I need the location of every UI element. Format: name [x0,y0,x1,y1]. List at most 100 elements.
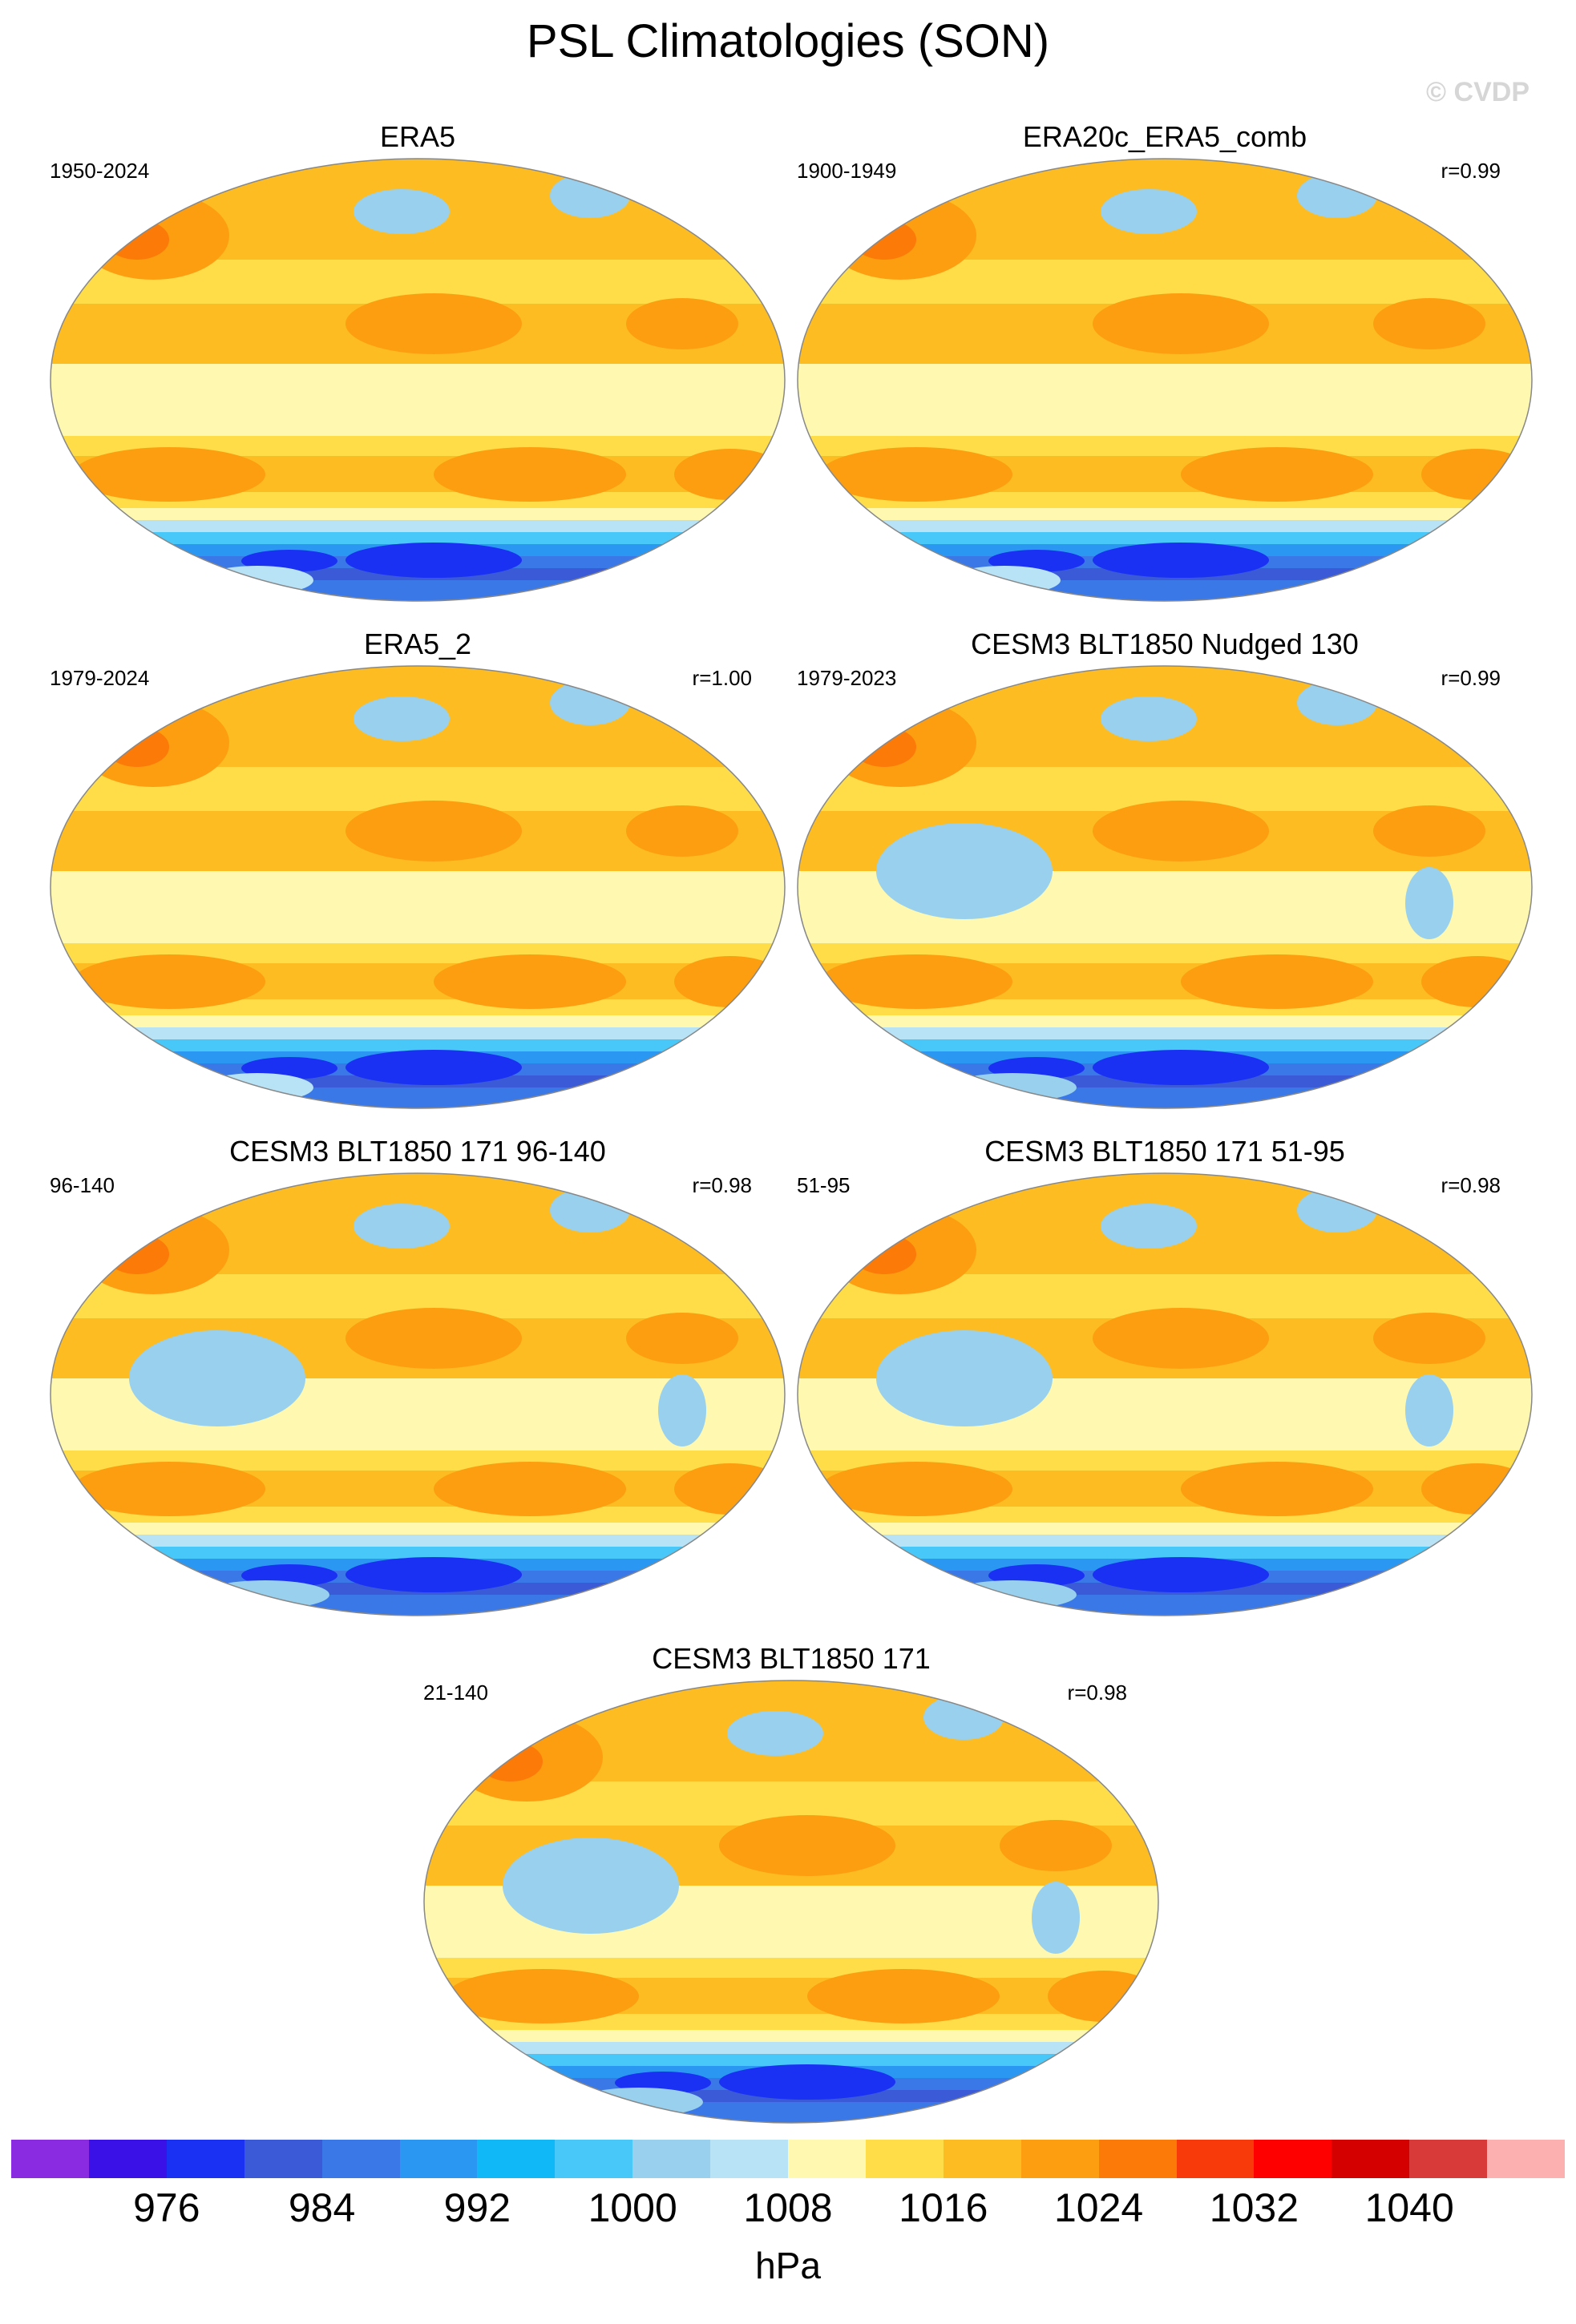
amazon-low [658,1374,706,1446]
field-band-trough-2 [51,532,785,544]
aleutian-low [1101,189,1197,234]
south-atlantic-high [1421,1463,1532,1515]
colorbar-tick-label: 1024 [1053,2185,1144,2230]
panel-correlation: r=0.98 [1441,1173,1501,1197]
watermark: © CVDP [1426,77,1530,107]
field-band-sh-pale [798,1523,1532,1535]
colorbar-swatch [1098,2140,1177,2178]
antarctic-trough-low [346,1557,522,1592]
south-pacific-high [434,954,626,1009]
field-band-trough-2 [424,2054,1158,2066]
colorbar-swatch [632,2140,711,2178]
field-band-sh-edge [51,999,785,1015]
icelandic-low [550,173,630,218]
panel-title: ERA5 [379,120,456,153]
psl-field [798,1173,1532,1616]
colorbar-tick-label: 1000 [588,2185,677,2230]
panel-period: 96-140 [50,1173,115,1197]
azores-high [1373,298,1485,349]
panel-period: 1900-1949 [797,159,897,183]
icelandic-low [1297,1188,1377,1233]
siberian-high-core [105,727,169,767]
amazon-low [1405,867,1453,939]
colorbar-swatch [88,2140,168,2178]
icelandic-low [550,680,630,725]
azores-high [626,805,738,857]
azores-high [1373,1313,1485,1364]
colorbar-swatch [244,2140,323,2178]
colorbar-swatch [477,2140,556,2178]
panel-map [50,158,786,602]
map-border [50,158,786,602]
antarctic-trough-low [719,2064,895,2100]
figure-title: PSL Climatologies (SON) [526,15,1050,67]
map-border [50,1172,786,1616]
siberian-high-core [852,727,916,767]
siberian-high-core [479,1741,543,1781]
panel-map [797,158,1533,602]
panel-map [797,1172,1533,1616]
north-pacific-high [346,1308,522,1369]
icelandic-low [550,1188,630,1233]
field-band-sh-pale [798,508,1532,520]
field-band-sh-pale [798,1015,1532,1027]
map-border [50,665,786,1109]
siberian-high-core [852,220,916,260]
aleutian-low [354,696,450,741]
aleutian-low [354,1204,450,1249]
indian-ocean-high [820,954,1012,1009]
azores-high [1000,1820,1112,1871]
panel-period: 1979-2024 [50,666,150,690]
field-band-sh-pale [424,2030,1158,2042]
icelandic-low [1297,680,1377,725]
icelandic-low [923,1695,1004,1740]
colorbar [11,2140,1566,2178]
field-band-sh-pale [51,1523,785,1535]
indian-ocean-high [73,1462,265,1516]
panel-correlation: r=0.99 [1441,666,1501,690]
colorbar-tick-label: 1016 [899,2185,988,2230]
south-atlantic-high [1421,449,1532,500]
panel-title: CESM3 BLT1850 Nudged 130 [971,627,1359,660]
colorbar-swatch [1020,2140,1100,2178]
field-band-trough-2 [798,532,1532,544]
south-pacific-high [1181,1462,1373,1516]
aleutian-low [354,189,450,234]
panel-period: 1950-2024 [50,159,150,183]
panel-map [797,665,1533,1109]
amazon-low [1032,1882,1080,1954]
colorbar-swatch [399,2140,478,2178]
panel-period: 21-140 [423,1680,488,1705]
field-band-tropics [51,871,785,943]
colorbar-swatch [11,2140,90,2178]
field-band-trough-2 [51,1039,785,1051]
aleutian-low [1101,696,1197,741]
antarctic-plateau-high [575,2088,703,2116]
south-atlantic-high [674,449,785,500]
field-band-trough-2 [798,1547,1532,1559]
panel-correlation: r=0.99 [1441,159,1501,183]
colorbar-swatch [1487,2140,1566,2178]
antarctic-plateau-high [201,566,313,595]
north-pacific-high [719,1815,895,1876]
indian-ocean-high [447,1969,639,2023]
colorbar-swatch [865,2140,944,2178]
south-atlantic-high [1421,956,1532,1007]
colorbar-tick-label: 992 [443,2185,511,2230]
north-pacific-high [1093,1308,1269,1369]
map-border [423,1680,1159,2124]
south-pacific-high [1181,447,1373,502]
panel-title: CESM3 BLT1850 171 51-95 [984,1135,1345,1168]
aleutian-low [727,1711,823,1756]
psl-field [51,1173,785,1616]
south-atlantic-high [674,1463,785,1515]
panel-title: CESM3 BLT1850 171 [652,1642,931,1675]
indian-ocean-high [820,1462,1012,1516]
colorbar-swatch [321,2140,400,2178]
field-band-sh-pale [51,1015,785,1027]
colorbar-swatch [555,2140,633,2178]
maritime-continent-low [129,1330,305,1426]
field-band-sh-edge [424,2014,1158,2030]
panel-title: CESM3 BLT1850 171 96-140 [229,1135,606,1168]
antarctic-trough-low [346,1050,522,1085]
